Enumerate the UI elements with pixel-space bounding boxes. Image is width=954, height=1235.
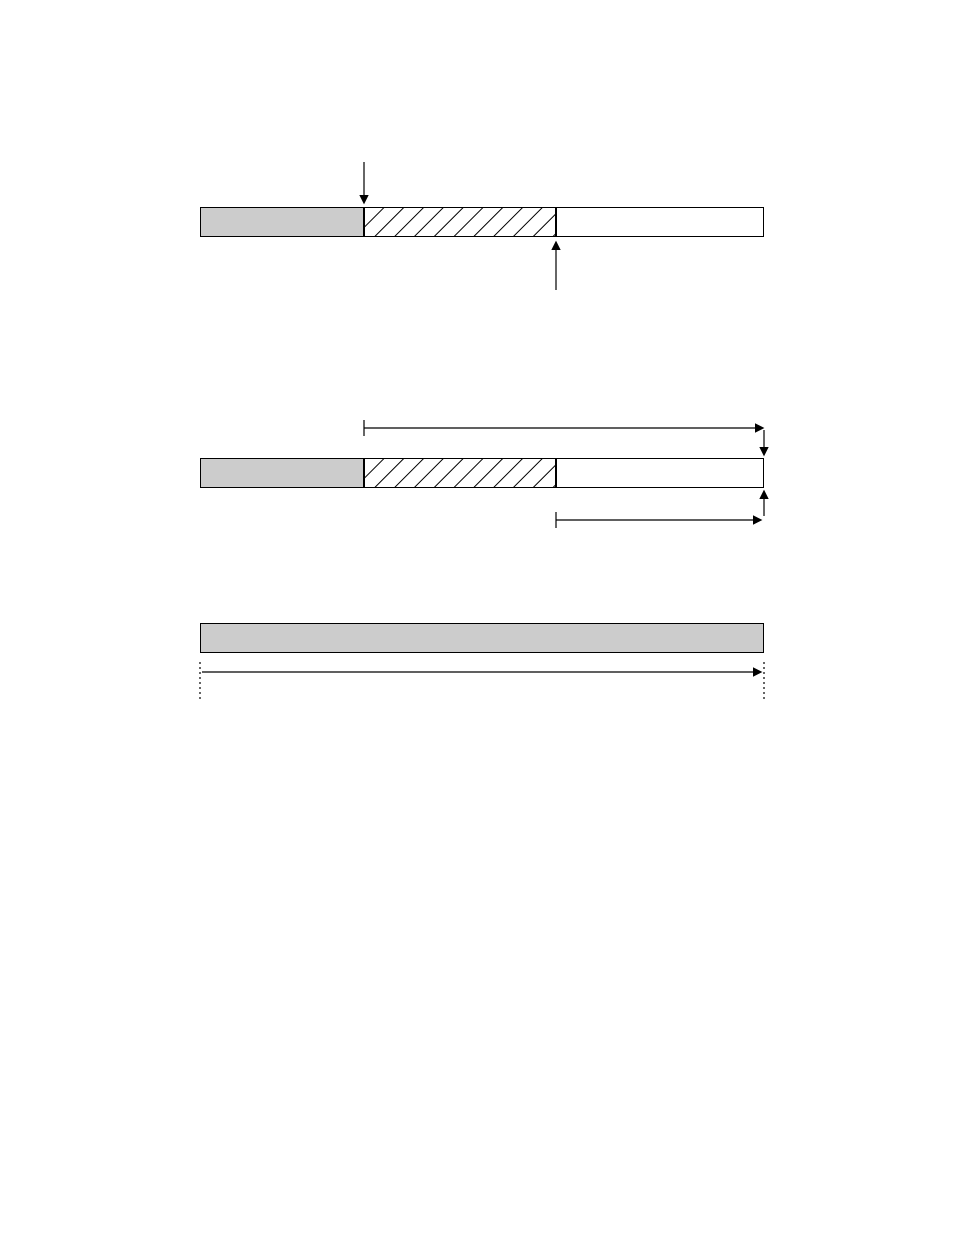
bar3-outline — [200, 623, 764, 653]
bar1-top-pointer — [354, 162, 374, 210]
bar2-top-extent — [360, 416, 780, 462]
bar2-outline — [200, 458, 764, 488]
bar1-outline — [200, 207, 764, 237]
bar3-below-arrow — [194, 656, 774, 706]
diagram-canvas — [0, 0, 954, 1235]
bar2-bottom-extent — [552, 486, 780, 532]
bar1-bottom-pointer — [546, 235, 566, 293]
